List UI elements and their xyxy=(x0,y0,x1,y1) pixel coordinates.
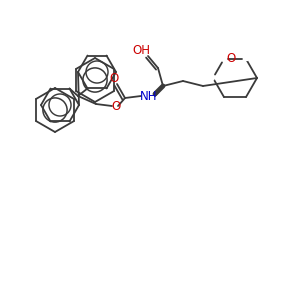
Text: O: O xyxy=(226,52,236,65)
Text: O: O xyxy=(111,100,121,112)
Text: NH: NH xyxy=(140,89,158,103)
Text: O: O xyxy=(110,71,118,85)
Text: OH: OH xyxy=(132,44,150,58)
